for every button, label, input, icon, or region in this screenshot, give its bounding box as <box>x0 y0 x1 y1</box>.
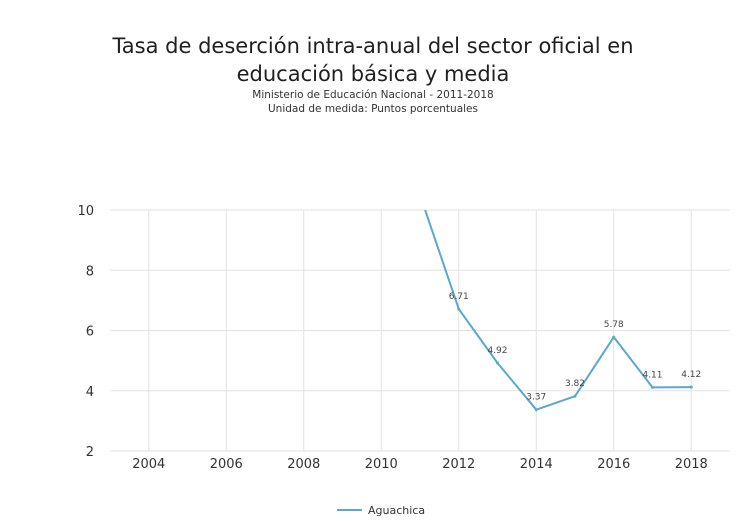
x-tick-label: 2018 <box>675 457 708 472</box>
legend-label[interactable]: Aguachica <box>368 504 425 517</box>
series-group <box>419 193 693 412</box>
x-tick-label: 2008 <box>287 457 320 472</box>
chart-grid <box>110 209 730 452</box>
x-axis-ticks: 2004 2006 2008 2010 2012 2014 2016 2018 <box>132 457 708 472</box>
x-tick-label: 2006 <box>210 457 243 472</box>
x-tick-label: 2014 <box>520 457 553 472</box>
series-line-aguachica <box>424 210 692 411</box>
y-tick-label: 4 <box>86 385 94 400</box>
y-tick-label: 2 <box>86 445 94 460</box>
data-label: 5.78 <box>604 320 624 330</box>
data-point <box>573 394 577 398</box>
y-tick-label: 8 <box>86 264 94 279</box>
chart-subtitle-source: Ministerio de Educación Nacional - 2011-… <box>252 89 494 101</box>
data-point <box>612 335 616 339</box>
data-labels: 6.71 4.92 3.37 3.82 5.78 4.11 4.12 <box>449 292 702 403</box>
data-point <box>457 307 461 311</box>
data-point <box>651 385 654 389</box>
x-tick-label: 2004 <box>132 457 165 472</box>
chart-subtitle-unit: Unidad de medida: Puntos porcentuales <box>268 103 478 115</box>
data-point <box>496 361 499 365</box>
data-point <box>689 385 693 389</box>
x-tick-label: 2010 <box>365 457 398 472</box>
y-tick-label: 10 <box>77 204 94 219</box>
chart-title-line-2: educación básica y media <box>236 62 510 86</box>
y-axis-ticks: 2 4 6 8 10 <box>77 204 94 460</box>
x-tick-label: 2016 <box>597 457 630 472</box>
data-label: 4.11 <box>642 370 662 380</box>
data-label: 4.92 <box>487 346 507 356</box>
data-point <box>534 408 538 412</box>
chart-title-line-1: Tasa de deserción intra-anual del sector… <box>112 34 634 58</box>
chart-header: Tasa de deserción intra-anual del sector… <box>0 32 746 116</box>
data-label: 6.71 <box>449 292 469 302</box>
x-tick-label: 2012 <box>442 457 475 472</box>
chart-legend[interactable]: Aguachica <box>337 504 425 517</box>
data-label: 4.12 <box>681 370 701 380</box>
data-point <box>419 193 422 196</box>
data-label: 3.37 <box>526 393 546 403</box>
y-tick-label: 6 <box>86 325 94 340</box>
data-label: 3.82 <box>565 379 585 389</box>
